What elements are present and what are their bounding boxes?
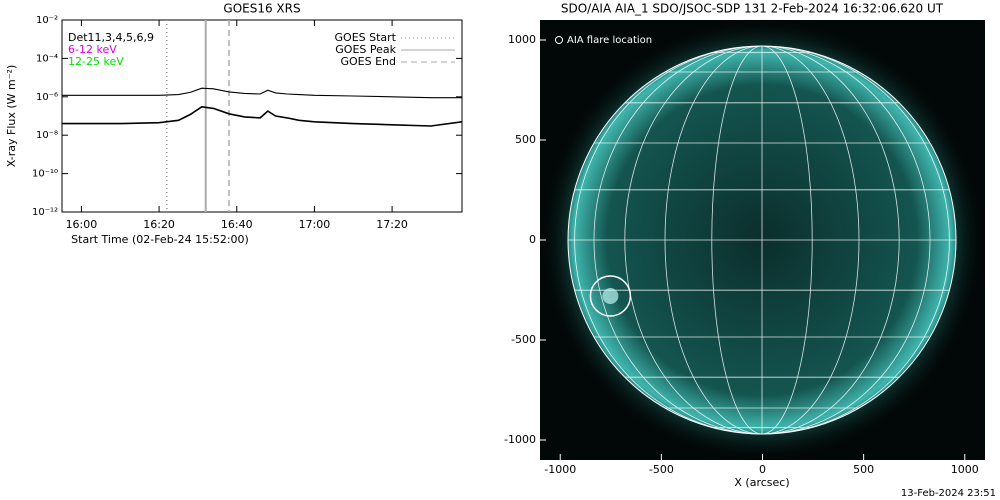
left-title: GOES16 XRS	[223, 2, 300, 16]
x-tick-label: 500	[853, 463, 874, 476]
y-axis-label: X-ray Flux (W m⁻²)	[5, 65, 18, 167]
legend-label: 6-12 keV	[68, 43, 117, 56]
legend-label: 12-25 keV	[68, 55, 124, 68]
y-tick-label: 0	[529, 233, 536, 246]
x-tick-label: 1000	[951, 463, 979, 476]
y-tick-label: 10⁻²	[36, 15, 58, 26]
legend-label: GOES End	[340, 55, 396, 68]
limb	[567, 45, 957, 435]
x-tick-label: 16:40	[221, 218, 253, 231]
x-tick-label: 0	[759, 463, 766, 476]
y-tick-label: 500	[515, 133, 536, 146]
legend-label: GOES Start	[335, 31, 397, 44]
y-tick-label: 10⁻⁴	[36, 53, 58, 64]
right-title: SDO/AIA AIA_1 SDO/JSOC-SDP 131 2-Feb-202…	[561, 2, 944, 16]
flare-marker	[589, 275, 632, 317]
footer: 13-Feb-2024 23:51	[901, 488, 996, 499]
x-axis-label: Start Time (02-Feb-24 15:52:00)	[71, 233, 249, 246]
y-tick-label: 10⁻⁸	[36, 130, 58, 141]
plot-frame	[61, 19, 463, 213]
series-line	[62, 105, 462, 127]
legend-label: GOES Peak	[335, 43, 396, 56]
graticule	[568, 46, 956, 434]
x-tick-label: 16:20	[143, 218, 175, 231]
x-tick-label: -1000	[544, 463, 576, 476]
flare-glow	[602, 288, 619, 304]
y-tick-label: 10⁻⁶	[36, 92, 58, 103]
x-tick-label: 16:00	[66, 218, 98, 231]
y-tick-label: -500	[511, 333, 536, 346]
detectors: Det11,3,4,5,6,9	[68, 31, 154, 44]
x-axis-label: X (arcsec)	[734, 476, 789, 489]
series-line	[62, 87, 462, 99]
x-tick-label: 17:00	[299, 218, 331, 231]
plot-lines	[62, 87, 462, 127]
x-tick-label: -500	[649, 463, 674, 476]
annotation: AIA flare location	[567, 35, 652, 46]
annotation-icon	[555, 36, 563, 44]
y-tick-label: 10⁻¹⁰	[32, 169, 58, 180]
x-tick-label: 17:20	[376, 218, 408, 231]
y-tick-label: 1000	[508, 33, 536, 46]
y-tick-label: -1000	[504, 433, 536, 446]
y-tick-label: 10⁻¹²	[32, 207, 58, 218]
